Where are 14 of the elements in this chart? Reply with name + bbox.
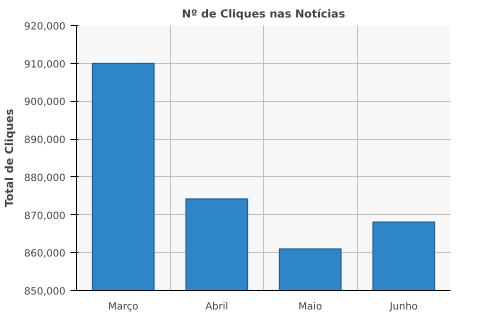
y-tick-label: 910,000 xyxy=(24,59,66,70)
y-tick-label: 900,000 xyxy=(24,97,66,108)
y-tick-label: 880,000 xyxy=(24,172,66,184)
x-tick-label: Março xyxy=(108,302,138,312)
y-tick-label: 890,000 xyxy=(24,135,66,146)
y-tick-label: 870,000 xyxy=(24,210,66,222)
y-axis-title: Total de Cliques xyxy=(3,108,16,208)
y-tick-label: 860,000 xyxy=(24,248,66,260)
x-tick-label: Abril xyxy=(205,302,228,312)
y-tick-label: 850,000 xyxy=(24,286,66,298)
y-tick-label: 920,000 xyxy=(24,22,66,32)
chart-title: Nº de Cliques nas Notícias xyxy=(182,8,346,20)
x-tick-label: Junho xyxy=(388,302,418,312)
x-tick-label: Maio xyxy=(298,302,322,312)
